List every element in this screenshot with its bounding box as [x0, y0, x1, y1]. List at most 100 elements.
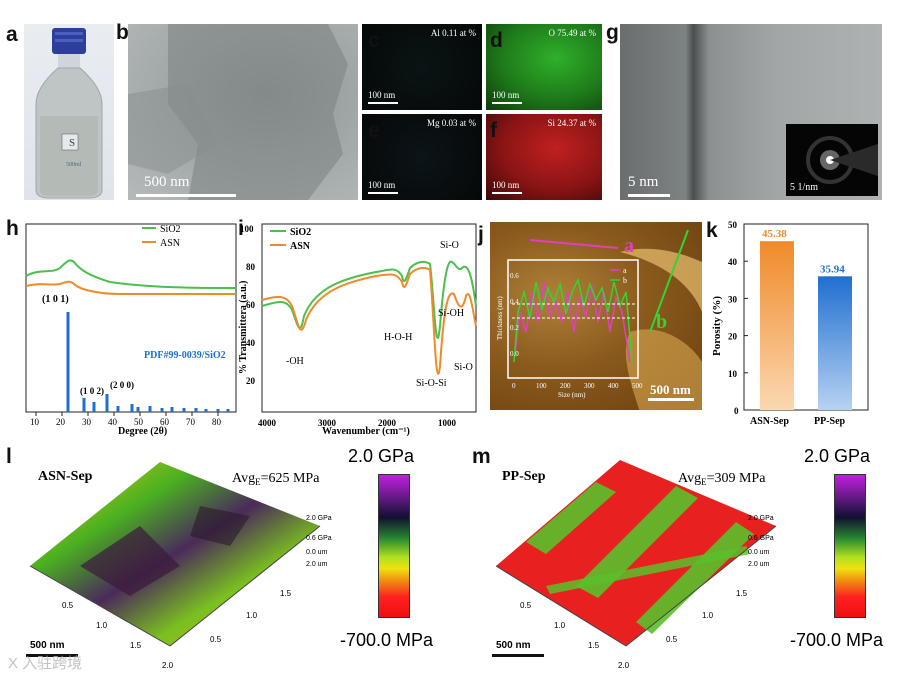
eds-map-c: c Al 0.11 at % 100 nm [362, 24, 482, 110]
scale-bar-b [136, 194, 236, 197]
scale-bar-j [648, 398, 694, 401]
ftir-xtick-label: 3000 [318, 418, 337, 428]
annot-oh: -OH [286, 356, 304, 367]
panel-label-i: i [238, 217, 244, 240]
bottle-photo: S 500ml [24, 24, 114, 200]
xrd-series-asn [25, 280, 236, 295]
axis-r-l-2: 1.5 [280, 589, 292, 598]
ftir-xtick-label: 2000 [378, 418, 397, 428]
porosity-ytick-label: 40 [728, 257, 738, 267]
z-tick-m-3: 2.0 um [748, 561, 770, 568]
panel-label-d: d [490, 29, 503, 52]
scale-label-m: 500 nm [496, 640, 531, 651]
porosity-ylabel: Porosity (%) [711, 296, 723, 356]
xrd-chart-h: SiO2 ASN (1 0 1) (1 0 2) (2 0 0) PDF#99-… [25, 223, 237, 437]
panel-label-h: h [6, 217, 19, 240]
legend-asn: ASN [160, 238, 180, 249]
colorbar-l-bottom: -700.0 MPa [340, 630, 434, 650]
colorbar-m-top: 2.0 GPa [804, 446, 871, 466]
inset-legend-a: a [623, 266, 627, 275]
xrd-xtick-label: 70 [186, 417, 196, 427]
panel-label-c: c [368, 29, 380, 52]
scale-label-b: 500 nm [144, 174, 190, 190]
porosity-ytick-label: 50 [728, 220, 738, 230]
xrd-xtick-label: 20 [56, 417, 66, 427]
xrd-series-sio2 [25, 259, 237, 289]
axis-r-m-1: 1.0 [702, 611, 714, 620]
z-tick-m-2: 0.0 um [748, 549, 770, 556]
xrd-xlabel: Degree (2θ) [118, 426, 167, 437]
porosity-cat-pp: PP-Sep [814, 416, 846, 427]
scale-bar-g [628, 194, 670, 197]
map-title-l: ASN-Sep [38, 469, 93, 484]
avg-sub-m: E [701, 477, 707, 487]
porosity-bars: 45.38 35.94 [760, 228, 852, 410]
inset-xtick-label: 200 [560, 382, 571, 390]
axis-r-m-2: 1.5 [736, 589, 748, 598]
porosity-bar [818, 276, 852, 410]
colorbar-m-bottom: -700.0 MPa [790, 630, 884, 650]
z-tick-m-0: 2.0 GPa [748, 515, 774, 522]
scale-bar-m [492, 654, 544, 657]
panel-label-m: m [472, 445, 491, 468]
ftir-xtick-label: 1000 [438, 418, 457, 428]
panel-label-k: k [706, 219, 718, 242]
profile-line-a [529, 239, 619, 249]
axis-m-1: 1.0 [554, 621, 566, 630]
inset-legend-b: b [623, 276, 627, 285]
eds-element-e: Mg [426, 118, 440, 128]
scale-label-l: 500 nm [30, 640, 65, 651]
xrd-reference-lines [66, 312, 230, 412]
modulus-map-l: ASN-Sep AvgE=625 MPa 2.0 GPa 0.6 GPa 0.0… [26, 462, 332, 670]
ftir-ytick-label: 20 [246, 376, 256, 386]
z-tick-l-2: 0.0 um [306, 549, 328, 556]
avg-value-l: =625 MPa [261, 471, 321, 486]
afm-image-j: a b a b 0.6 0.4 0.2 0.0 0 100 200 300 400 500 Th… [490, 222, 702, 410]
panel-label-e: e [368, 119, 380, 142]
eds-value-e: 0.03 at % [441, 118, 476, 128]
profile-inset-frame [507, 259, 639, 379]
xrd-xtick-label: 50 [134, 417, 144, 427]
eds-value-c: 0.11 at % [442, 28, 476, 38]
porosity-ytick-label: 20 [728, 332, 738, 342]
profile-series-b [513, 277, 633, 363]
annot-sio-2: Si-O [454, 362, 473, 373]
inset-ytick-label: 0.0 [510, 350, 519, 358]
ftir-frame [261, 223, 477, 413]
saed-pattern [806, 136, 878, 184]
eds-element-f: Si [547, 118, 555, 128]
reference-label: PDF#99-0039/SiO2 [144, 350, 226, 361]
profile-line-b [649, 229, 689, 333]
panel-label-l: l [6, 445, 12, 468]
svg-text:AvgE=309 MPa: AvgE=309 MPa [678, 471, 766, 487]
legend-sio2: SiO2 [160, 224, 181, 235]
eds-value-d: 75.49 at % [557, 28, 596, 38]
eds-map-e: e Mg 0.03 at % 100 nm [362, 114, 482, 200]
legend-asn-i: ASN [290, 241, 311, 252]
inset-xtick-label: 500 [632, 382, 643, 390]
ftir-ytick-label: 60 [246, 300, 256, 310]
peak-label-101: (1 0 1) [42, 294, 69, 305]
annot-sioh: Si-OH [438, 308, 464, 319]
colorbar-l-top: 2.0 GPa [348, 446, 415, 466]
map-title-m: PP-Sep [502, 469, 546, 484]
eds-value-f: 24.37 at % [557, 118, 596, 128]
porosity-chart-k: 45.38 35.94 0 10 20 30 40 50 Porosity (%) ASN-… [711, 220, 869, 427]
ftir-ytick-label: 80 [246, 262, 256, 272]
eds-element-d: O [548, 28, 556, 38]
svg-text:AvgE=625 MPa: AvgE=625 MPa [232, 471, 320, 487]
inset-x-ticks: 0 100 200 300 400 500 [512, 382, 643, 390]
inset-scale-label: 5 1/nm [790, 182, 819, 193]
hrtem-image-g: 5 1/nm 5 nm [620, 24, 882, 200]
ftir-chart-i: SiO2 ASN -OH H-O-H Si-O Si-OH Si-O-Si Si… [238, 223, 477, 437]
ftir-y-ticks: 100 80 60 40 20 [240, 224, 256, 386]
xrd-xtick-label: 40 [108, 417, 118, 427]
porosity-cat-asn: ASN-Sep [750, 416, 789, 427]
inset-xtick-label: 100 [536, 382, 547, 390]
inset-xtick-label: 400 [608, 382, 619, 390]
z-tick-l-1: 0.6 GPa [306, 535, 332, 542]
panel-label-f: f [490, 119, 497, 142]
scale-bar-e [368, 192, 398, 194]
ftir-xtick-label: 4000 [258, 418, 277, 428]
xrd-xtick-label: 30 [82, 417, 92, 427]
